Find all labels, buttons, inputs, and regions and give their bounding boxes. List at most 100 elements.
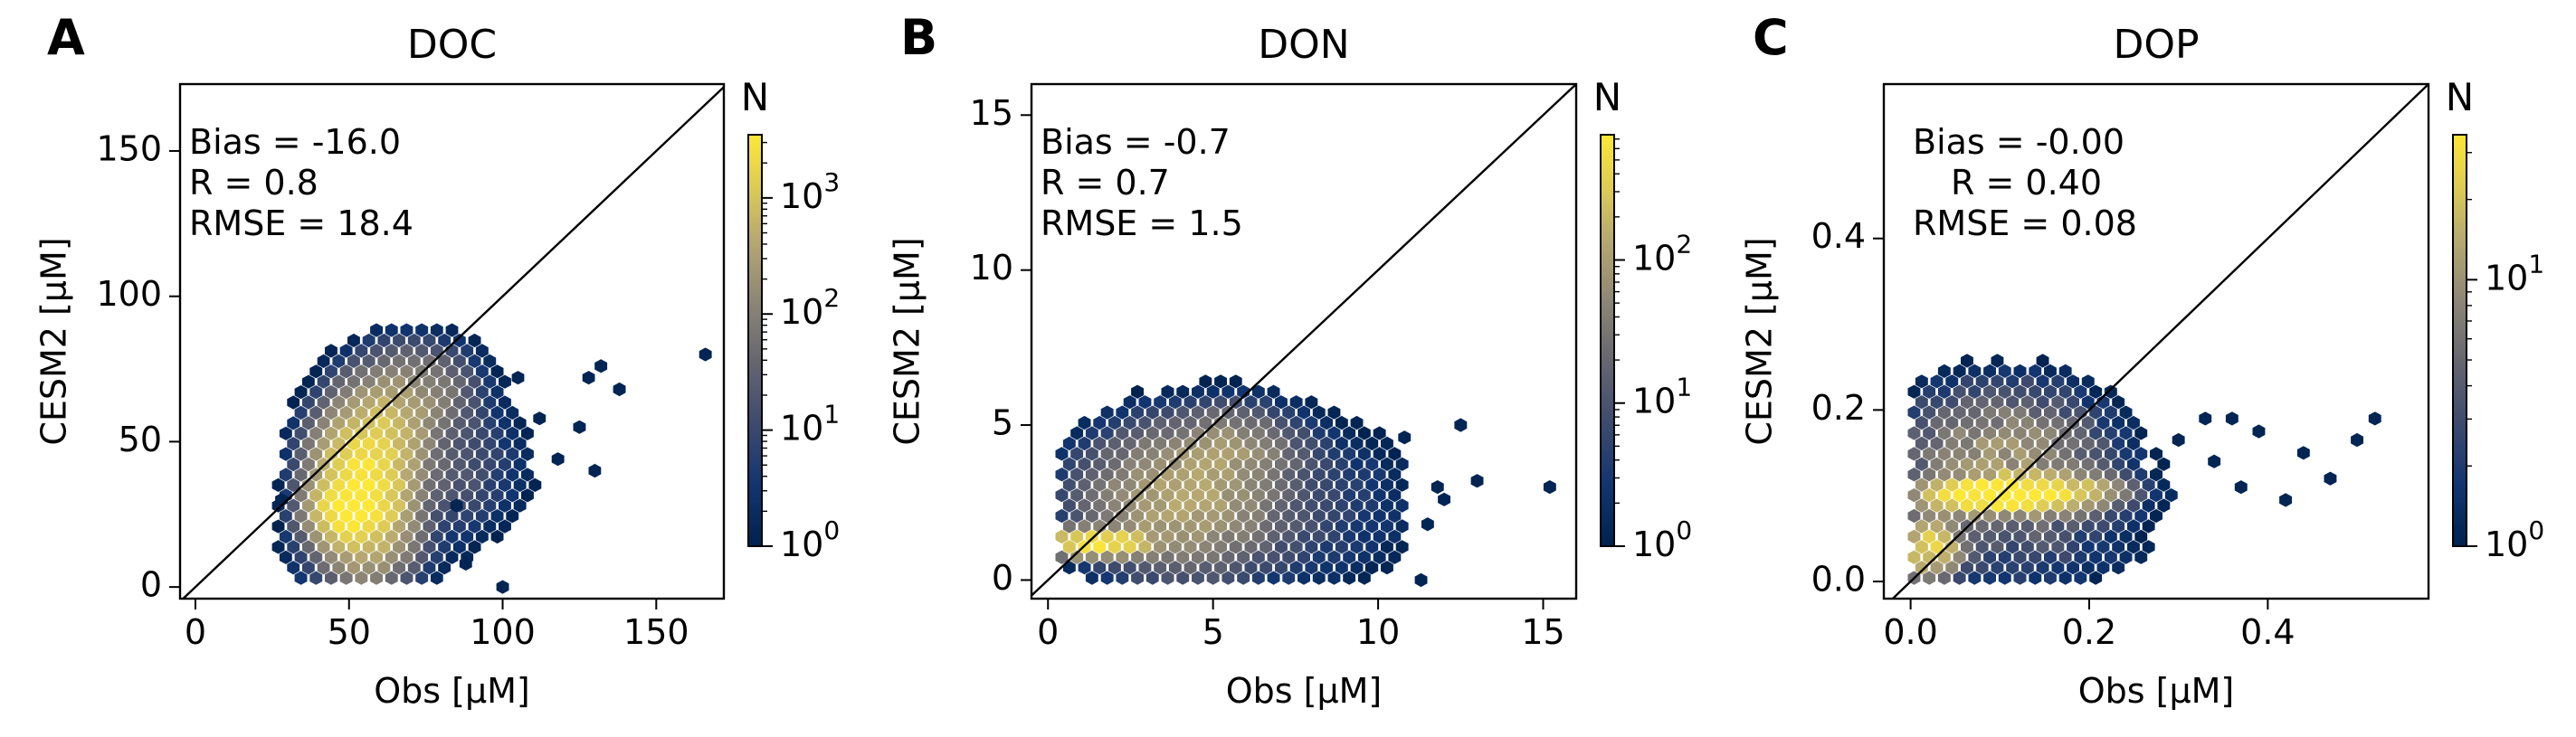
hexbin-cell xyxy=(2104,550,2117,564)
x-tick-label: 50 xyxy=(328,612,371,652)
hexbin-cell xyxy=(339,426,353,440)
hexbin-cell xyxy=(499,457,511,472)
hexbin-cell xyxy=(393,437,405,451)
hexbin-cell xyxy=(594,359,608,373)
hexbin-cell xyxy=(1055,550,1069,564)
hexbin-cell xyxy=(2150,468,2163,482)
hexbin-cell xyxy=(490,405,504,420)
hexbin-cell xyxy=(325,571,337,585)
hexbin-cell xyxy=(2104,529,2117,543)
hexbin-cell xyxy=(1259,561,1273,575)
hexbin-cell xyxy=(475,447,489,461)
hexbin-cell xyxy=(1289,561,1303,575)
hexbin-cell xyxy=(2104,426,2117,440)
hexbin-cell xyxy=(1335,540,1348,554)
hexbin-cell xyxy=(1395,498,1409,513)
stats-line: R = 0.8 xyxy=(189,163,318,203)
hexbin-cell xyxy=(1275,395,1288,410)
hexbin-cell xyxy=(2225,411,2239,426)
hexbin-cell xyxy=(1923,488,1936,503)
hexbin-cell xyxy=(1350,477,1364,492)
hexbin-cell xyxy=(1357,468,1371,482)
hexbin-cell xyxy=(1259,519,1273,534)
hexbin-cell xyxy=(445,488,459,503)
hexbin-cell xyxy=(1373,447,1386,461)
hexbin-cell xyxy=(2058,508,2072,524)
hexbin-cell xyxy=(2119,405,2133,420)
hexbin-cell xyxy=(407,457,421,472)
hexbin-cell xyxy=(362,540,375,554)
hexbin-cell xyxy=(1365,540,1379,554)
hexbin-cell xyxy=(1968,508,1982,524)
hexbin-cell xyxy=(2067,477,2079,492)
hexbin-cell xyxy=(1199,457,1212,471)
hexbin-cell xyxy=(1320,519,1333,534)
hexbin-cell xyxy=(1267,405,1280,420)
x-axis-label: Obs [µM] xyxy=(374,671,530,711)
hexbin-cell xyxy=(393,498,405,513)
hexbin-cell xyxy=(2067,415,2079,430)
hexbin-cell xyxy=(2112,436,2125,451)
hexbin-cell xyxy=(1975,519,1989,534)
hexbin-cell xyxy=(490,447,504,461)
hexbin-cell xyxy=(1907,550,1921,564)
hexbin-cell xyxy=(1991,415,2004,430)
hexbin-cell xyxy=(294,426,308,440)
hexbin-cell xyxy=(393,416,405,430)
hexbin-cell xyxy=(1221,571,1235,585)
hexbin-cell xyxy=(423,374,436,389)
hexbin-cell xyxy=(1983,488,1996,503)
hexbin-cell xyxy=(2058,488,2072,503)
hexbin-cell xyxy=(1983,384,1996,399)
hexbin-cell xyxy=(475,385,489,400)
hexbin-cell xyxy=(1953,468,1966,482)
hexbin-cell xyxy=(279,468,292,482)
hexbin-cell xyxy=(1100,571,1114,585)
hexbin-cell xyxy=(362,498,375,513)
colorbar xyxy=(747,134,763,547)
hexbin-cell xyxy=(2081,436,2095,451)
hexbin-cell xyxy=(1214,415,1227,430)
hexbin-cell xyxy=(1206,384,1220,399)
hexbin-cell xyxy=(1176,405,1190,420)
hexbin-cell xyxy=(1373,508,1386,524)
hexbin-cell xyxy=(1229,457,1242,471)
hexbin-cell xyxy=(452,395,466,410)
hexbin-cell xyxy=(347,519,360,534)
hexbin-cell xyxy=(1961,436,1973,451)
hexbin-cell xyxy=(325,385,337,400)
hexbin-cell xyxy=(1983,364,1996,378)
hexbin-cell xyxy=(452,354,466,368)
hexbin-cell xyxy=(1100,550,1114,564)
hexbin-cell xyxy=(1154,436,1167,451)
hexbin-cell xyxy=(415,405,429,420)
hexbin-cell xyxy=(1915,540,1928,554)
hexbin-cell xyxy=(400,344,413,358)
hexbin-cell xyxy=(1365,457,1379,471)
hexbin-cell xyxy=(407,354,421,368)
hexbin-cell xyxy=(1945,561,1959,575)
hexbin-cell xyxy=(385,447,398,461)
hexbin-cell xyxy=(1343,550,1356,564)
hexbin-cell xyxy=(302,519,315,534)
hexbin-cell xyxy=(1062,540,1076,554)
hexbin-cell xyxy=(468,540,481,554)
hexbin-cell xyxy=(415,571,429,585)
hexbin-cell xyxy=(1070,488,1084,503)
hexbin-cell xyxy=(1961,395,1973,410)
hexbin-cell xyxy=(1116,447,1129,461)
hexbin-cell xyxy=(1259,498,1273,513)
hexbin-cell xyxy=(1373,529,1386,543)
hexbin-cell xyxy=(1983,529,1996,543)
hexbin-cell xyxy=(1161,488,1174,503)
hexbin-cell xyxy=(2104,468,2117,482)
hexbin-cell xyxy=(1138,561,1152,575)
hexbin-cell xyxy=(1138,540,1152,554)
hexbin-cell xyxy=(1138,457,1152,471)
hexbin-cell xyxy=(490,364,504,379)
hexbin-cell xyxy=(1183,519,1197,534)
hexbin-cell xyxy=(1298,426,1310,440)
hexbin-cell xyxy=(1289,395,1303,410)
hexbin-cell xyxy=(438,457,452,472)
